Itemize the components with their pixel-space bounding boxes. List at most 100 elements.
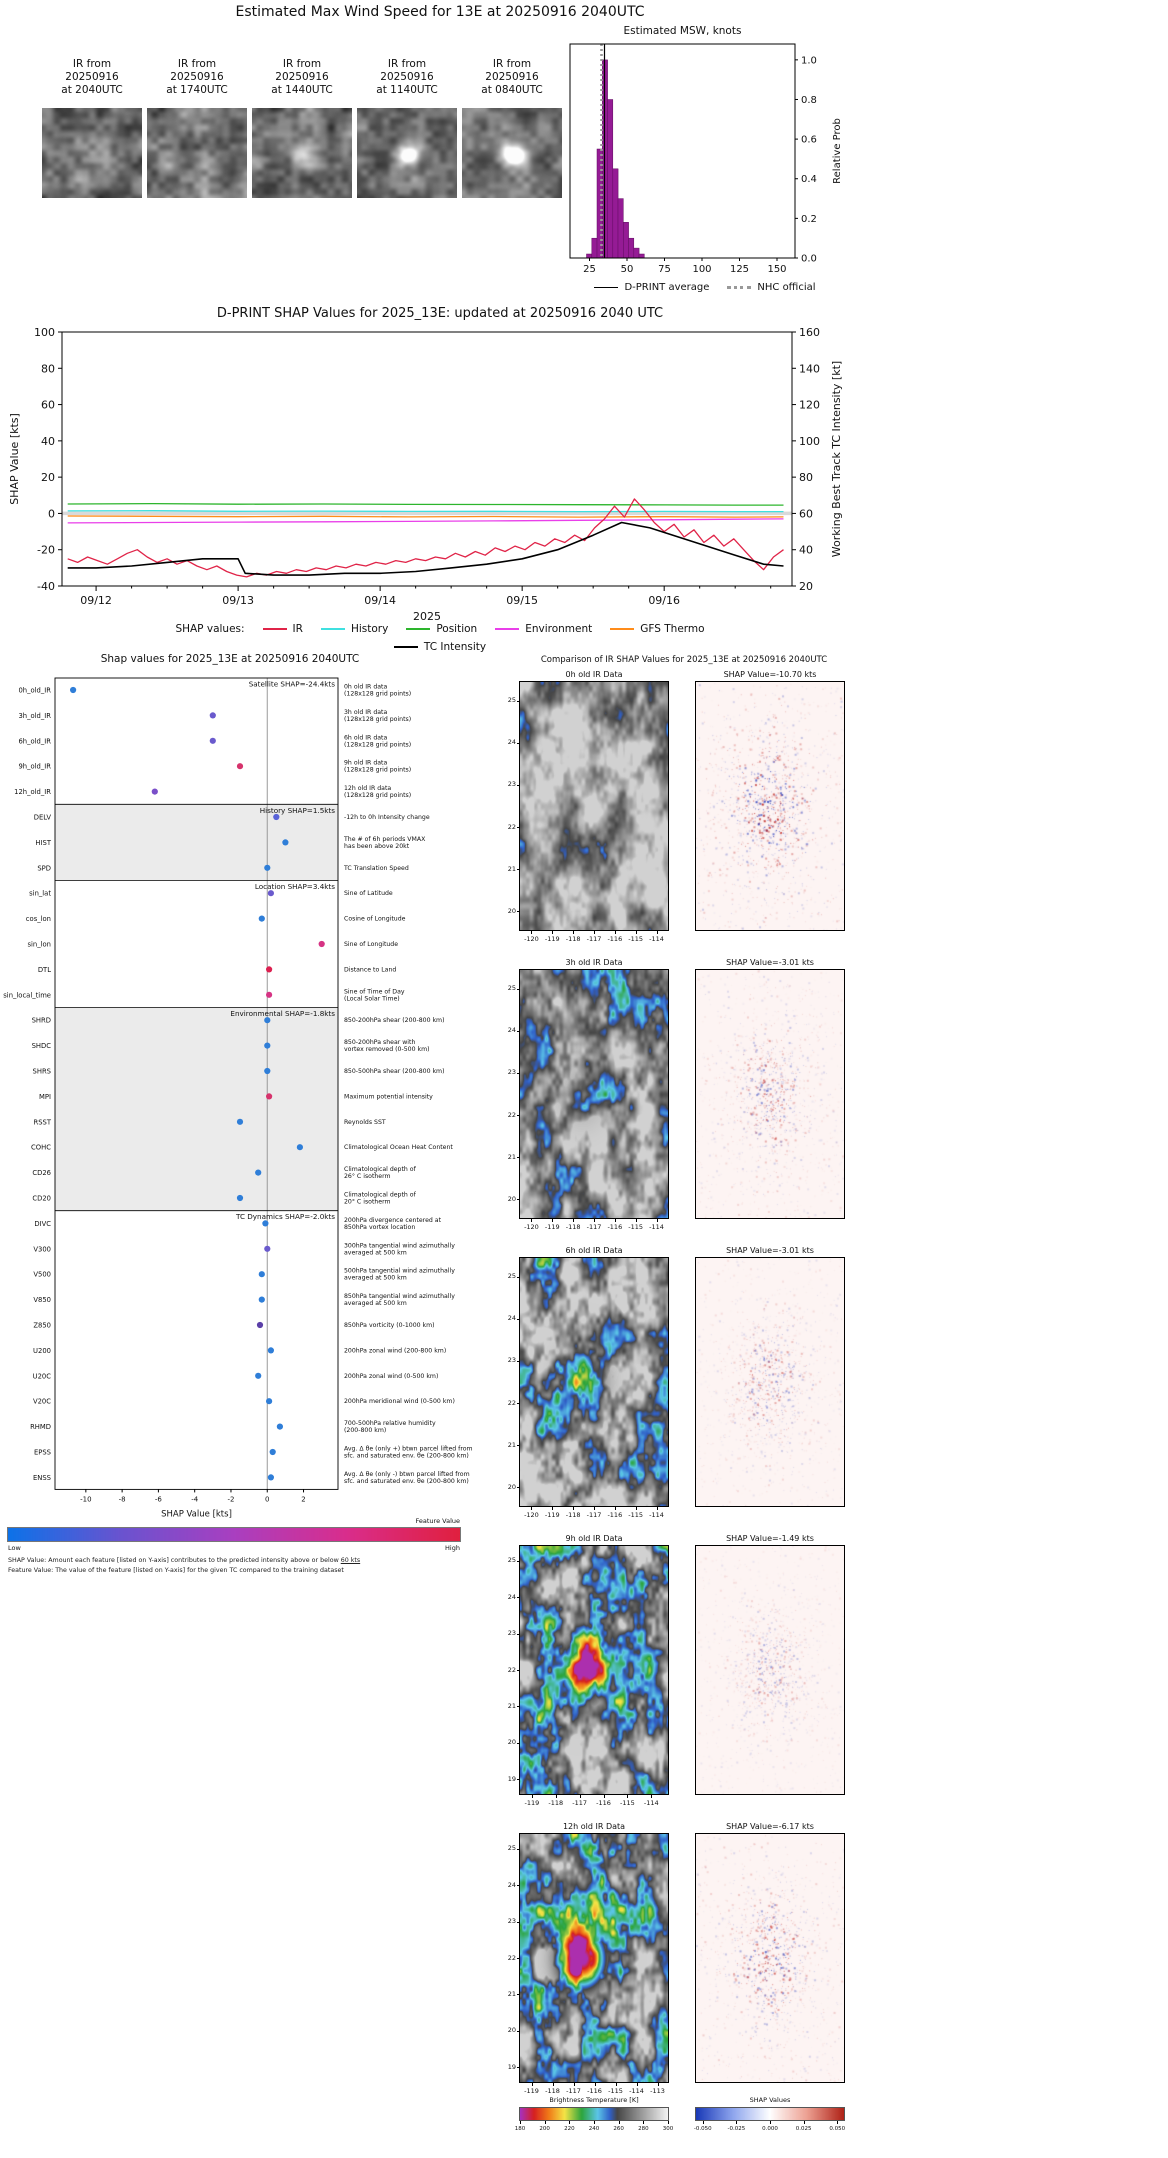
lat-tick-mark — [517, 1487, 520, 1489]
lon-tick-label: -120 — [524, 1223, 539, 1231]
legend-item-label: Environment — [525, 623, 593, 635]
shap-dot-v300 — [264, 1245, 271, 1252]
lon-tick-mark — [656, 1219, 658, 1222]
lon-tick-mark — [594, 2083, 596, 2086]
feature-desc-3h-old-ir-1: (128x128 grid points) — [344, 716, 411, 723]
feature-label-v850: V850 — [33, 1296, 51, 1304]
lat-tick-label: 20 — [507, 1482, 516, 1491]
legend-item-position: Position — [406, 623, 477, 635]
feature-label-epss: EPSS — [34, 1449, 51, 1457]
svg-text:60: 60 — [41, 399, 55, 412]
lon-tick-label: -114 — [649, 1511, 664, 1519]
lon-tick-mark — [594, 1507, 595, 1510]
bt-tick-mark — [544, 2121, 546, 2124]
feature-label-cos-lon: cos_lon — [26, 915, 51, 923]
svg-text:75: 75 — [658, 264, 671, 275]
bt-colorbar — [519, 2107, 669, 2121]
feature-desc-sin-local-time-0: Sine of Time of Day — [344, 988, 405, 995]
line-sample — [393, 646, 418, 648]
lon-tick-mark — [552, 2083, 554, 2086]
feature-desc-cd26-1: 26° C isotherm — [344, 1172, 391, 1180]
bt-tick-mark — [668, 2121, 669, 2124]
ir-thumbnail-0: IR from 20250916 at 2040UTC — [42, 58, 142, 198]
lon-tick-label: -117 — [566, 2087, 581, 2095]
svg-text:1.0: 1.0 — [801, 55, 817, 66]
group-header-history-shap-1-5kts: History SHAP=1.5kts — [260, 806, 336, 815]
svg-text:80: 80 — [41, 362, 55, 375]
lat-tick-label: 20 — [507, 906, 516, 915]
lat-tick-mark — [517, 1030, 520, 1032]
shap-map-title-4: SHAP Value=-6.17 kts — [726, 1822, 814, 1831]
svg-text:-20: -20 — [37, 544, 55, 557]
shap-timeseries-chart: -40 -20 0 20 40 60 80 100 20 40 60 80 100 120 140 160 09… — [8, 326, 843, 623]
shap-tick-label: -0.050 — [693, 2126, 712, 2132]
feature-desc-v850-1: averaged at 500 km — [344, 1300, 407, 1307]
lon-tick-mark — [656, 1507, 658, 1510]
timeseries-ylabel-left: SHAP Value [kts] — [8, 413, 21, 505]
feature-desc-rsst-0: Reynolds SST — [344, 1119, 386, 1126]
svg-text:50: 50 — [621, 264, 634, 275]
lon-tick-mark — [531, 2083, 533, 2086]
lon-tick-mark — [635, 1507, 637, 1510]
feature-label-cd20: CD20 — [32, 1195, 51, 1203]
shap-dot-epss — [269, 1448, 276, 1456]
shap-map-image-1 — [695, 969, 845, 1219]
feature-desc-enss-1: sfc. and saturated env. θe (200-800 km) — [344, 1478, 469, 1485]
lat-tick-mark — [517, 1360, 520, 1362]
shap-tick-label: 0.000 — [762, 2126, 778, 2132]
shap-dot-12h-old-ir — [151, 788, 158, 795]
lon-tick-label: -117 — [586, 1511, 602, 1519]
comparison-title: Comparison of IR SHAP Values for 2025_13… — [540, 655, 828, 665]
legend-label: SHAP values: — [175, 623, 245, 635]
lon-tick-label: -118 — [545, 2087, 560, 2095]
shap-dot-cohc — [296, 1144, 303, 1151]
ir-thumbnail-strip: IR from 20250916 at 2040UTC IR from 20250916… — [42, 58, 562, 198]
lat-tick-mark — [517, 1115, 520, 1117]
ir-map-image-3 — [519, 1545, 669, 1795]
feature-desc-u200-0: 200hPa zonal wind (200-800 km) — [344, 1347, 446, 1354]
feature-value-colorbar — [7, 1527, 461, 1542]
lat-tick-label: 24 — [507, 1592, 516, 1601]
shap-dot-3h-old-ir — [209, 712, 216, 719]
lat-tick-mark — [517, 869, 520, 871]
bt-tick-label: 180 — [514, 2126, 526, 2132]
histogram-bar-7 — [623, 222, 629, 259]
lon-tick-label: -119 — [524, 2087, 539, 2095]
histogram-title: Estimated MSW, knots — [624, 25, 742, 37]
lat-tick-mark — [517, 1072, 520, 1074]
shap-map-title-1: SHAP Value=-3.01 kts — [726, 958, 814, 967]
feature-desc-cd20-1: 20° C isotherm — [344, 1198, 391, 1206]
lat-tick-label: 25 — [507, 696, 516, 705]
legend-item-label: GFS Thermo — [640, 623, 705, 635]
ir-map-image-2 — [519, 1257, 669, 1507]
lat-tick-mark — [517, 911, 520, 913]
timeseries-legend-row-1: SHAP values: IR History Position Environment… — [0, 620, 880, 638]
series-gfs-thermo-line — [67, 515, 784, 518]
lat-tick-mark — [517, 700, 520, 702]
feature-label-v300: V300 — [33, 1245, 51, 1253]
svg-text:160: 160 — [799, 326, 820, 339]
group-band-environmental-shap-1-8kts — [55, 1007, 338, 1211]
lon-tick-label: -115 — [628, 935, 644, 943]
line-sample — [262, 628, 287, 630]
feature-desc-sin-local-time-1: (Local Solar Time) — [344, 995, 400, 1002]
lat-tick-label: 25 — [507, 1844, 516, 1853]
feature-desc-shrd-0: 850-200hPa shear (200-800 km) — [344, 1017, 445, 1024]
svg-text:0: 0 — [265, 1495, 269, 1503]
shap-colorbar — [695, 2107, 845, 2121]
feature-label-sin-lon: sin_lon — [28, 941, 52, 949]
lon-tick-label: -117 — [586, 935, 602, 943]
svg-text:-10: -10 — [80, 1495, 91, 1503]
lat-tick-label: 24 — [507, 1314, 516, 1323]
bt-tick-label: 200 — [539, 2126, 550, 2132]
lat-tick-mark — [517, 1276, 520, 1278]
shap-dot-shdc — [264, 1042, 271, 1049]
lat-tick-label: 21 — [507, 864, 516, 873]
ir-map-title-0: 0h old IR Data — [565, 670, 623, 679]
ir-thumbnail-label-3: IR from 20250916 at 1140UTC — [376, 58, 438, 96]
feature-label-0h-old-ir: 0h_old_IR — [18, 687, 51, 695]
lon-tick-mark — [635, 1219, 637, 1222]
shap-map-title-3: SHAP Value=-1.49 kts — [726, 1534, 814, 1543]
lon-tick-label: -119 — [544, 1223, 560, 1231]
